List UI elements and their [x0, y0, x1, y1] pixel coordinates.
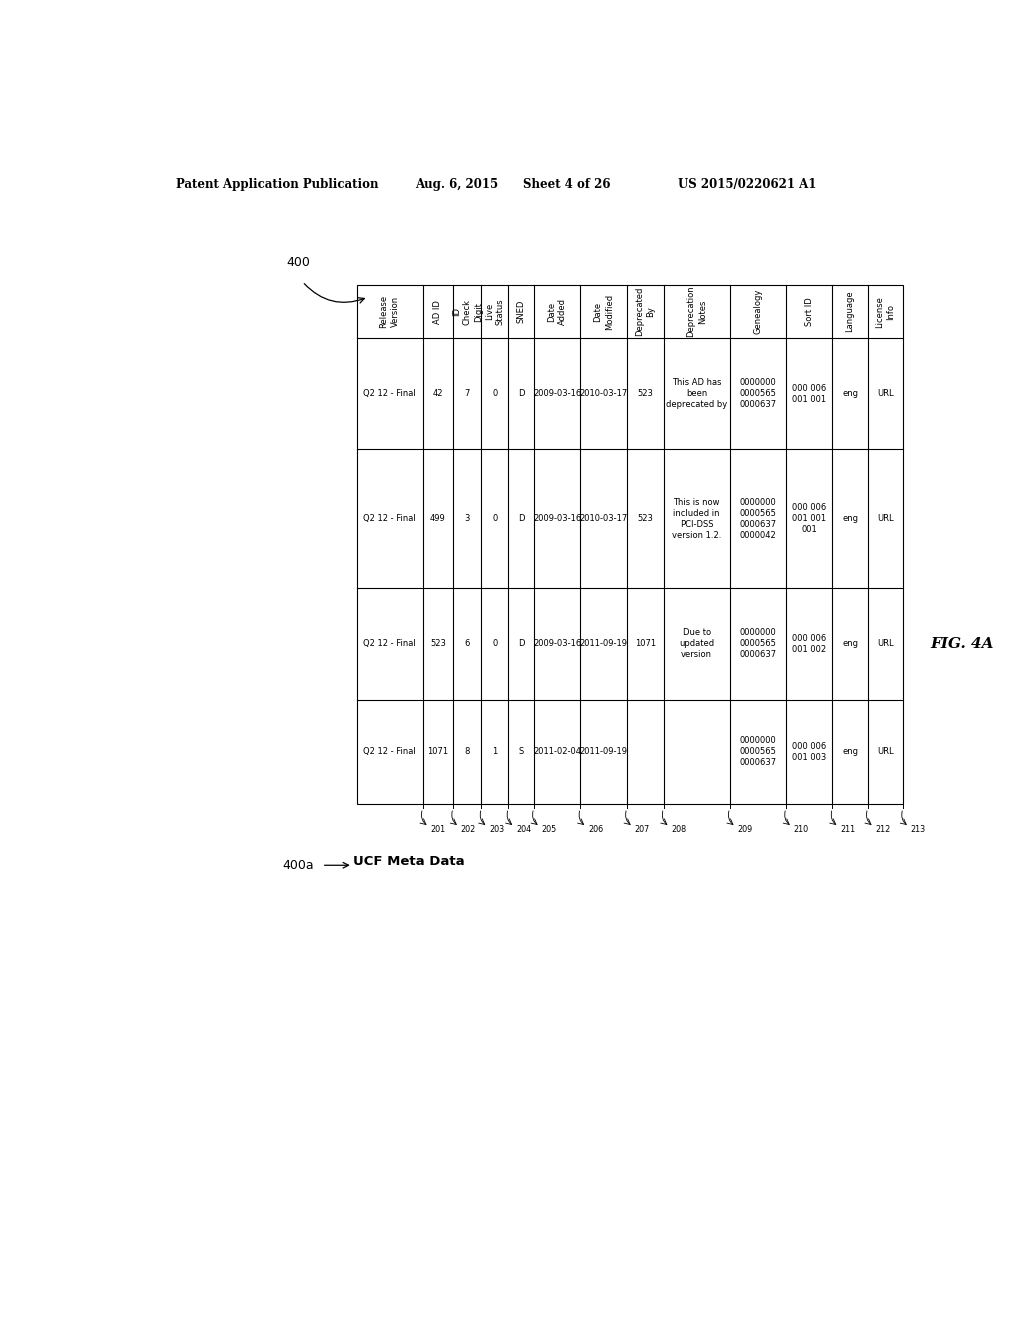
Text: D: D	[518, 389, 524, 399]
Text: 523: 523	[430, 639, 445, 648]
Text: URL: URL	[878, 747, 894, 756]
Text: Aug. 6, 2015: Aug. 6, 2015	[415, 178, 498, 190]
Text: Q2 12 - Final: Q2 12 - Final	[364, 747, 416, 756]
Text: 201: 201	[430, 825, 445, 833]
Text: 000 006
001 001: 000 006 001 001	[793, 384, 826, 404]
Text: 523: 523	[637, 515, 653, 523]
Text: 1071: 1071	[427, 747, 449, 756]
Text: 7: 7	[465, 389, 470, 399]
Text: 6: 6	[465, 639, 470, 648]
Text: 207: 207	[635, 825, 650, 833]
Text: 000 006
001 001
001: 000 006 001 001 001	[793, 503, 826, 535]
Text: 499: 499	[430, 515, 445, 523]
Text: 209: 209	[737, 825, 753, 833]
Text: 42: 42	[433, 389, 443, 399]
Text: 000 006
001 002: 000 006 001 002	[793, 634, 826, 653]
Text: 2011-09-19: 2011-09-19	[580, 747, 628, 756]
Text: 0: 0	[493, 389, 498, 399]
Text: 0: 0	[493, 515, 498, 523]
Text: AD ID: AD ID	[433, 300, 442, 323]
Text: 0: 0	[493, 639, 498, 648]
Text: 202: 202	[461, 825, 476, 833]
Text: 0000000
0000565
0000637: 0000000 0000565 0000637	[739, 628, 776, 660]
Text: 000 006
001 003: 000 006 001 003	[793, 742, 826, 762]
Text: 2009-03-16: 2009-03-16	[532, 515, 582, 523]
Text: Q2 12 - Final: Q2 12 - Final	[364, 389, 416, 399]
Text: 212: 212	[876, 825, 891, 833]
Text: Sheet 4 of 26: Sheet 4 of 26	[523, 178, 610, 190]
Text: 2009-03-16: 2009-03-16	[532, 389, 582, 399]
Text: eng: eng	[842, 747, 858, 756]
Text: Sort ID: Sort ID	[805, 297, 814, 326]
Text: ID
Check
Digit: ID Check Digit	[452, 298, 483, 325]
Text: 206: 206	[588, 825, 603, 833]
Text: eng: eng	[842, 515, 858, 523]
Text: D: D	[518, 515, 524, 523]
Text: Deprecated
By: Deprecated By	[635, 286, 655, 337]
Text: 0000000
0000565
0000637: 0000000 0000565 0000637	[739, 378, 776, 409]
Text: Patent Application Publication: Patent Application Publication	[176, 178, 379, 190]
Text: 400: 400	[287, 256, 310, 269]
Text: 2010-03-17: 2010-03-17	[580, 515, 628, 523]
Text: S: S	[518, 747, 523, 756]
Bar	[356, 285, 903, 804]
Text: Q2 12 - Final: Q2 12 - Final	[364, 639, 416, 648]
Text: SNED: SNED	[517, 300, 525, 323]
Text: 205: 205	[542, 825, 557, 833]
Text: 203: 203	[489, 825, 505, 833]
Text: 523: 523	[637, 389, 653, 399]
Text: 2009-03-16: 2009-03-16	[532, 639, 582, 648]
Text: Genealogy: Genealogy	[754, 289, 762, 334]
Text: Due to
updated
version: Due to updated version	[679, 628, 714, 660]
Text: Q2 12 - Final: Q2 12 - Final	[364, 515, 416, 523]
Text: eng: eng	[842, 389, 858, 399]
Text: 210: 210	[794, 825, 809, 833]
Text: URL: URL	[878, 639, 894, 648]
Text: Date
Modified: Date Modified	[594, 293, 613, 330]
Text: 0000000
0000565
0000637
0000042: 0000000 0000565 0000637 0000042	[739, 498, 776, 540]
Text: 3: 3	[465, 515, 470, 523]
Text: US 2015/0220621 A1: US 2015/0220621 A1	[678, 178, 816, 190]
Text: Language: Language	[846, 290, 855, 333]
Text: This AD has
been
deprecated by: This AD has been deprecated by	[666, 378, 727, 409]
Text: 400a: 400a	[283, 859, 314, 871]
Text: Deprecation
Notes: Deprecation Notes	[686, 286, 707, 338]
Text: 8: 8	[465, 747, 470, 756]
Text: 0000000
0000565
0000637: 0000000 0000565 0000637	[739, 737, 776, 767]
Text: Release
Version: Release Version	[380, 296, 399, 329]
Text: 1071: 1071	[635, 639, 655, 648]
Text: 211: 211	[841, 825, 855, 833]
Text: 2011-09-19: 2011-09-19	[580, 639, 628, 648]
Text: Date
Added: Date Added	[547, 298, 567, 325]
Text: Live
Status: Live Status	[485, 298, 505, 325]
Text: eng: eng	[842, 639, 858, 648]
Text: D: D	[518, 639, 524, 648]
Text: UCF Meta Data: UCF Meta Data	[352, 855, 464, 869]
Text: URL: URL	[878, 389, 894, 399]
Text: URL: URL	[878, 515, 894, 523]
Text: FIG. 4A: FIG. 4A	[930, 636, 993, 651]
Text: 1: 1	[493, 747, 498, 756]
Text: License
Info: License Info	[876, 296, 895, 327]
Text: 2011-02-04: 2011-02-04	[534, 747, 581, 756]
Text: 213: 213	[910, 825, 926, 833]
Text: This is now
included in
PCI-DSS
version 1.2.: This is now included in PCI-DSS version …	[672, 498, 721, 540]
Text: 2010-03-17: 2010-03-17	[580, 389, 628, 399]
Text: 208: 208	[672, 825, 686, 833]
Text: 204: 204	[516, 825, 531, 833]
